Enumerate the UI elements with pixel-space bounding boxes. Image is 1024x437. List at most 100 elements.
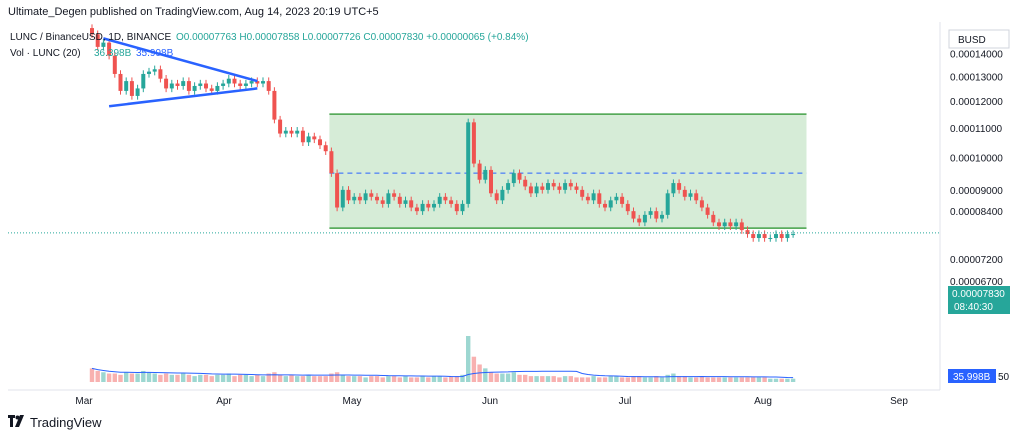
volume-bar (192, 376, 197, 382)
candle-body (437, 196, 442, 204)
volume-bar (540, 376, 545, 382)
volume-bar (129, 373, 135, 382)
candle-body (261, 81, 265, 84)
volume-bar (317, 376, 323, 382)
currency-badge[interactable] (948, 29, 1010, 49)
candle-body (779, 234, 784, 239)
candle-body (477, 163, 482, 180)
volume-bar (198, 374, 203, 382)
candle-body (300, 130, 305, 143)
volume-bar (671, 373, 676, 382)
candle-body (306, 136, 311, 143)
tradingview-branding[interactable]: TradingView (8, 414, 102, 430)
candle-body (739, 222, 744, 231)
legend-symbol: LUNC / BinanceUSD, 1D, BINANCE (10, 32, 171, 43)
candle-body (574, 186, 579, 190)
volume-bar (158, 374, 163, 382)
y-tick-label: 0.00008400 (950, 207, 1003, 218)
volume-bar (152, 373, 157, 382)
candle-body (756, 234, 761, 239)
candle-body (357, 196, 362, 201)
candle-body (597, 193, 602, 204)
candle-body (209, 88, 214, 91)
candle-body (699, 200, 704, 208)
volume-bar (141, 370, 146, 382)
volume-layer (89, 336, 796, 382)
volume-bar (238, 374, 243, 382)
volume-bar (574, 377, 579, 382)
candle-body (107, 42, 112, 56)
volume-bar (591, 376, 596, 382)
candle-body (711, 214, 716, 223)
candle-body (631, 211, 636, 219)
candle-body (483, 169, 488, 180)
candle-body (557, 186, 562, 190)
tradingview-name: TradingView (30, 414, 102, 430)
candle-body (546, 183, 550, 190)
candle-body (232, 78, 237, 84)
candle-body (751, 234, 756, 239)
volume-bar (306, 374, 311, 382)
legend-ohlc: O0.00007763 H0.00007858 L0.00007726 C0.0… (176, 32, 529, 43)
volume-bar (363, 377, 368, 382)
volume-bar (277, 374, 283, 382)
candle-body (432, 203, 436, 208)
volume-bar (118, 374, 123, 382)
triangle-lower-trendline (108, 87, 258, 108)
candle-body (352, 196, 357, 201)
candle-body (238, 83, 243, 86)
candle-body (318, 139, 322, 146)
candle-body (734, 222, 739, 227)
volume-bar (95, 370, 100, 382)
volume-bar (676, 376, 682, 382)
volume-bar (437, 376, 442, 382)
volume-bar (215, 374, 220, 382)
volume-bar (414, 377, 420, 382)
candle-body (460, 203, 465, 212)
volume-bar (625, 377, 630, 382)
volume-bar (523, 374, 528, 382)
volume-bar (471, 356, 477, 382)
candle-body (266, 81, 271, 91)
volume-bar (665, 374, 670, 382)
volume-axis-label: 50 (998, 372, 1010, 383)
volume-bar (89, 368, 95, 382)
candle-body (791, 234, 796, 236)
candle-body (563, 183, 568, 190)
candle-body (722, 222, 727, 227)
candle-body (409, 200, 414, 208)
publisher-line: Ultimate_Degen published on TradingView.… (8, 6, 379, 18)
volume-bar (369, 376, 374, 382)
volume-bar (380, 377, 385, 382)
volume-bar (403, 376, 408, 382)
candle-body (380, 200, 385, 204)
y-tick-label: 0.00010000 (950, 153, 1003, 164)
legend-volume-value-a: 36.398B (94, 48, 132, 59)
volume-badge-value: 35.998B (953, 372, 991, 383)
candle-body (728, 222, 733, 227)
candle-body (637, 218, 642, 223)
volume-bar (312, 376, 317, 382)
candle-body (642, 214, 647, 223)
candle-body (112, 55, 117, 74)
volume-bar (209, 376, 214, 382)
candle-body (283, 130, 288, 134)
volume-bar (790, 378, 796, 382)
volume-bar (329, 373, 334, 382)
candle-body (506, 183, 511, 190)
candle-body (215, 85, 220, 91)
volume-bar (386, 376, 391, 382)
candle-body (614, 196, 619, 201)
volume-bar (545, 376, 551, 382)
candle-body (466, 122, 471, 204)
candle-body (186, 81, 191, 91)
volume-bar (374, 376, 380, 382)
candle-body (101, 42, 106, 47)
candle-body (278, 119, 283, 134)
volume-bar (175, 374, 180, 382)
volume-bar (249, 376, 254, 382)
volume-bar (722, 377, 727, 382)
x-tick-label: Jul (619, 396, 632, 407)
volume-bar (654, 376, 659, 382)
